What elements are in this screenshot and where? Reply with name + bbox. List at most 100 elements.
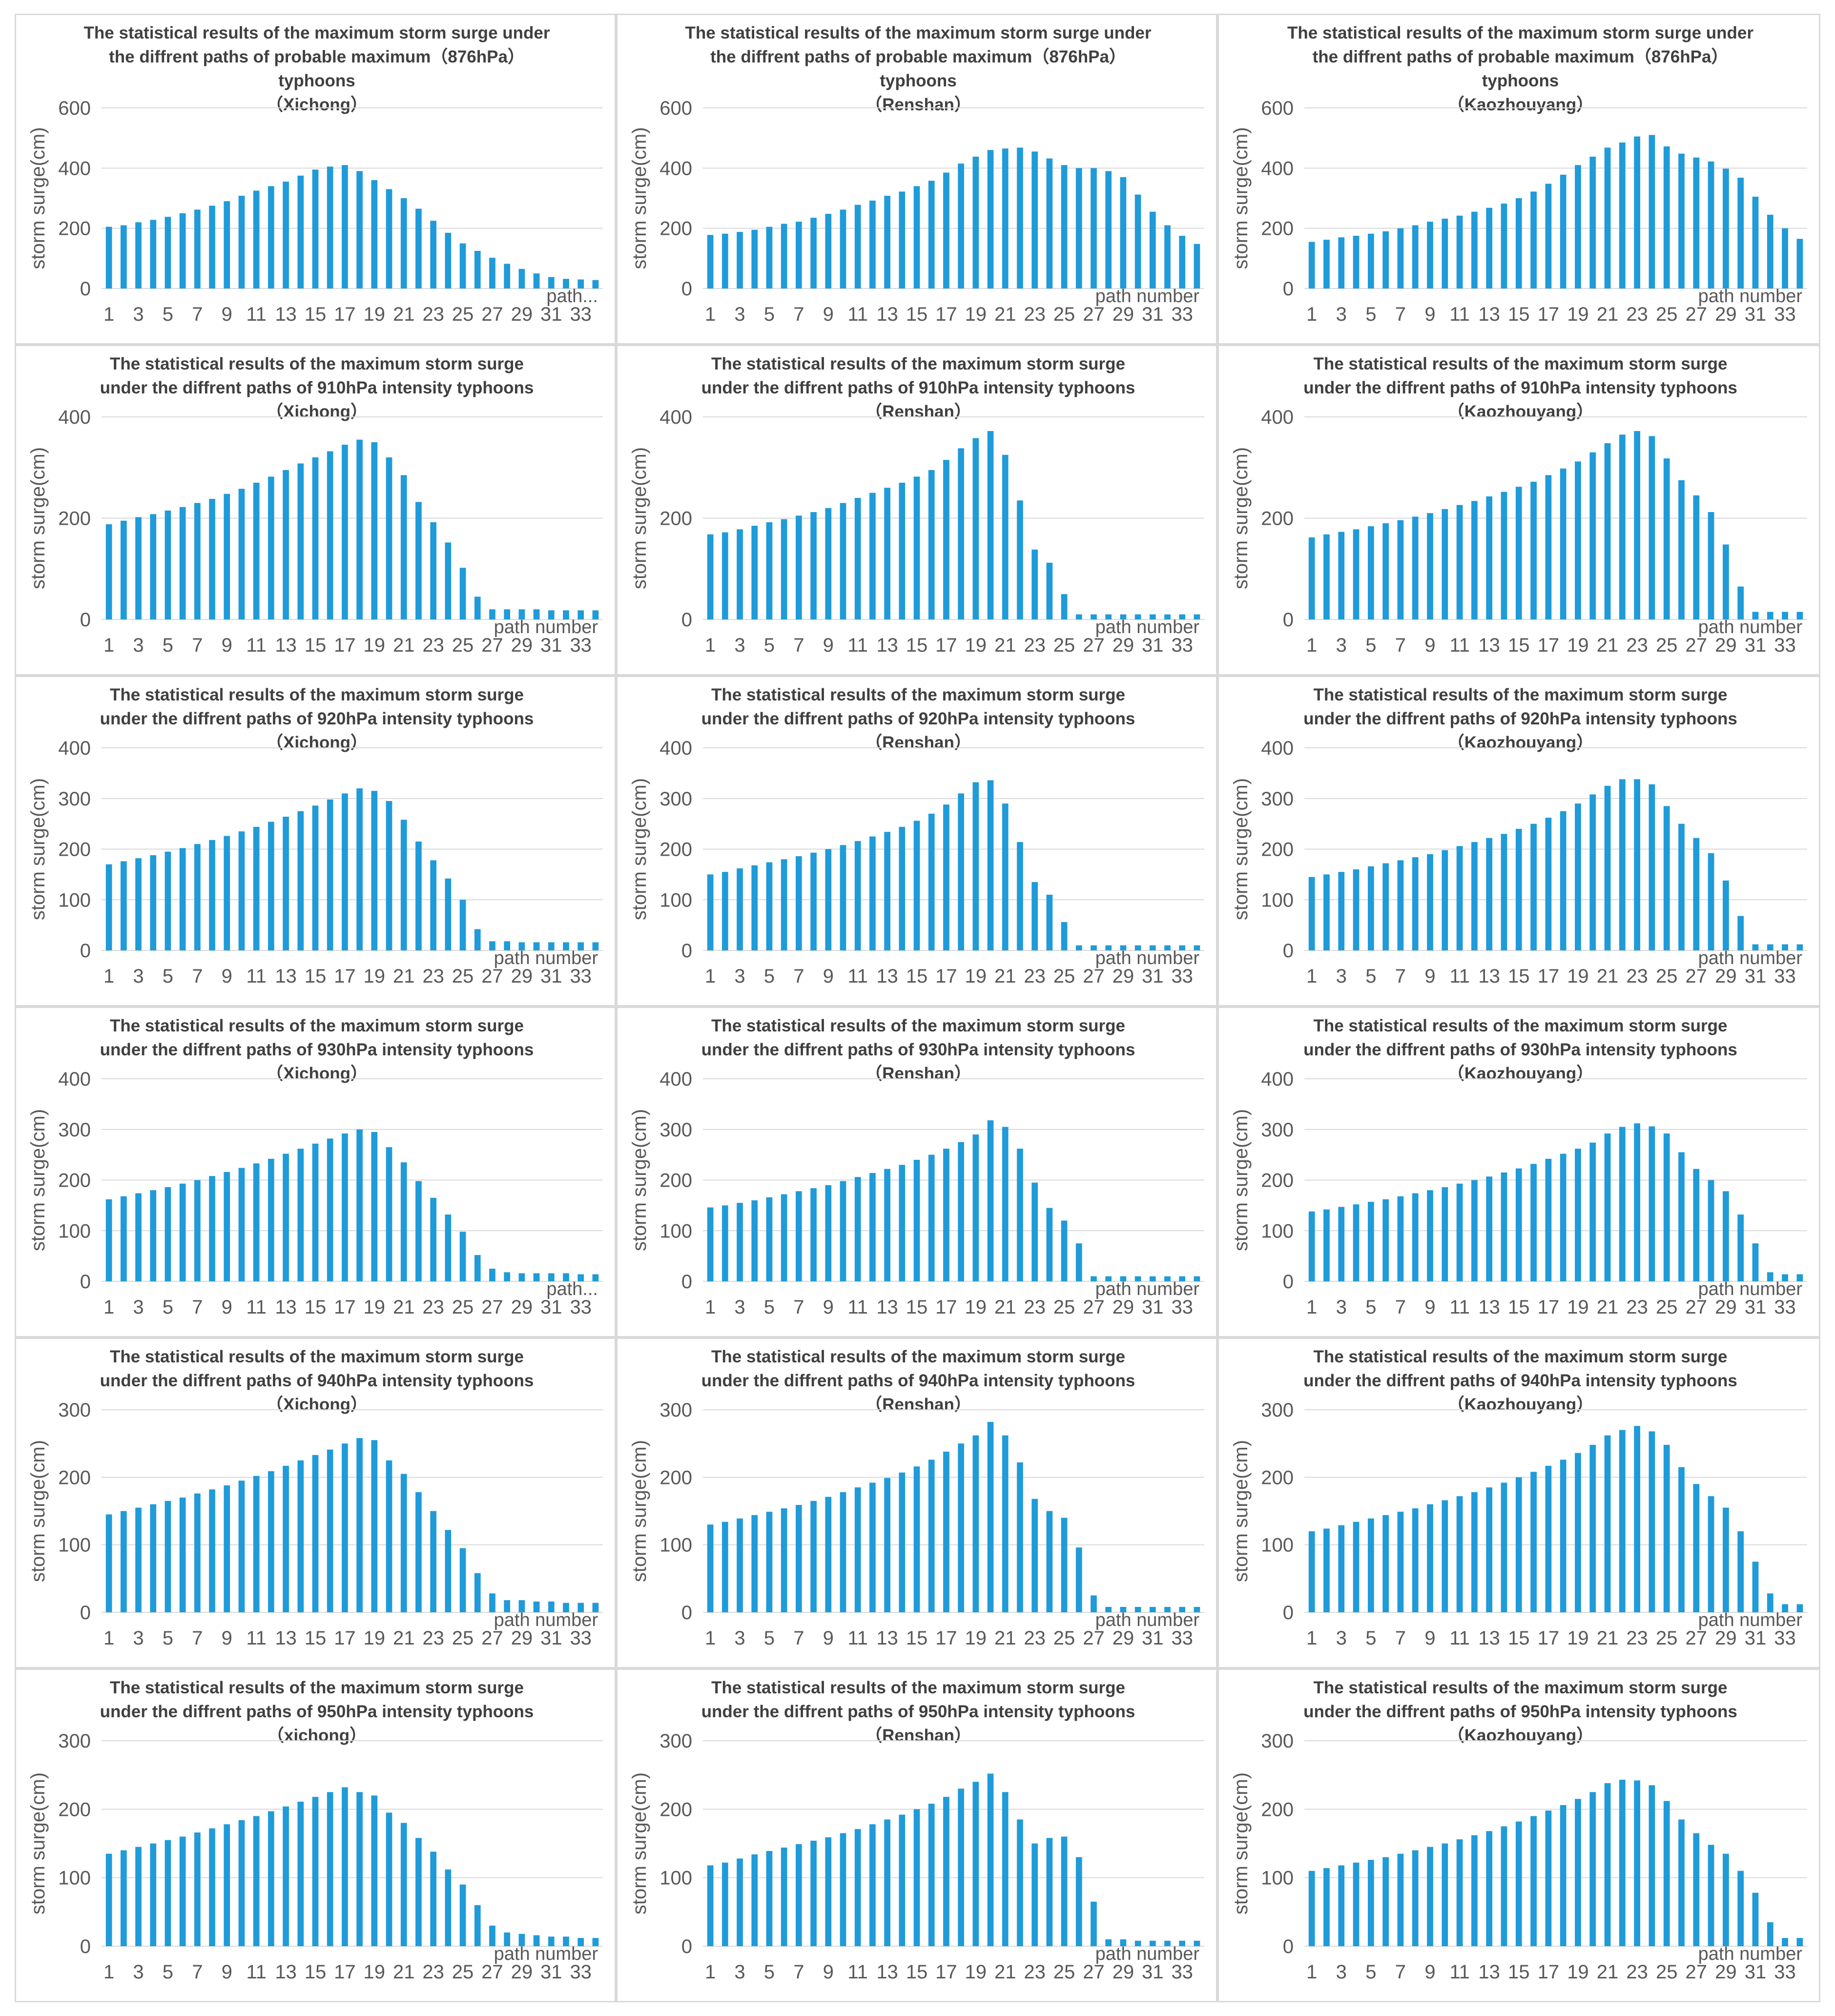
bar [840,1181,846,1281]
bar [1604,1133,1611,1281]
x-tick-label: 17 [334,1961,356,1983]
bar [342,1443,348,1612]
bar [987,1120,994,1281]
x-tick-label: 33 [570,635,592,656]
y-tick-label: 100 [660,1220,692,1242]
chart-title-line: （Renshan） [865,1395,971,1414]
chart-title-line: （Xichong） [266,1064,368,1083]
bar [489,1269,495,1281]
bar [1149,1940,1156,1946]
x-tick-label: 15 [305,966,327,987]
y-tick-label: 0 [681,940,692,962]
bar [1634,136,1640,288]
bar-chart: The statistical results of the maximum s… [27,1016,603,1318]
x-tick-label: 3 [1336,966,1347,987]
chart-panel-14: The statistical results of the maximum s… [616,1337,1217,1668]
x-tick-label: 19 [1567,1296,1589,1318]
bar [1075,168,1082,288]
bar [268,186,274,288]
x-tick-label: 5 [163,1627,173,1649]
bar [707,1524,714,1612]
x-tick-label: 23 [422,1961,444,1983]
bar [105,1853,112,1946]
x-tick-label: 7 [1395,1961,1406,1983]
x-tick-label: 1 [705,966,716,987]
bar [430,522,436,619]
x-tick-label: 17 [935,635,957,656]
x-tick-label: 19 [965,1296,987,1318]
x-axis-label: path... [546,286,598,307]
x-tick-label: 21 [393,1627,415,1649]
x-tick-label: 25 [1656,1296,1678,1318]
bar [1456,505,1463,619]
chart-panel-17: The statistical results of the maximum s… [616,1668,1217,2002]
bar [1442,509,1448,619]
bar [1723,1507,1729,1612]
x-tick-label: 9 [222,1627,232,1649]
bar [1308,537,1315,619]
x-tick-label: 7 [1395,635,1406,656]
bar [1105,1939,1112,1946]
bar [1752,1893,1759,1946]
bar [165,1187,171,1281]
x-tick-label: 15 [906,1627,928,1649]
bar [958,164,964,288]
x-tick-label: 21 [1597,1627,1619,1649]
bar [1501,204,1507,288]
bar [1575,165,1581,288]
x-tick-label: 21 [393,1296,415,1318]
bar [1545,1158,1552,1281]
bar-chart: The statistical results of the maximum s… [1230,354,1807,656]
bar [1752,944,1759,950]
bar [1708,1180,1714,1281]
x-tick-label: 21 [393,1961,415,1983]
x-tick-label: 9 [823,966,834,987]
chart-title-line: The statistical results of the maximum s… [1313,1678,1727,1697]
bar [987,780,994,950]
x-tick-label: 3 [133,1627,144,1649]
bar [1046,1838,1053,1946]
bar [209,206,215,288]
x-tick-label: 7 [1395,1627,1406,1649]
x-tick-label: 33 [1171,635,1193,656]
chart-title-line: （Kaozhouyang） [1447,1064,1593,1083]
y-tick-label: 400 [58,1069,91,1090]
bar [1575,1149,1581,1281]
x-tick-label: 29 [511,635,533,656]
bar [1796,1274,1803,1281]
bar [1456,215,1463,288]
chart-title-line: The statistical results of the maximum s… [1313,354,1727,373]
bar [928,1804,935,1946]
bar [445,1214,452,1281]
x-tick-label: 13 [1478,1296,1500,1318]
bar [869,200,876,288]
bar [342,165,348,288]
bar [1017,842,1023,950]
bar [1308,1871,1315,1946]
bar [1120,945,1127,950]
bar [238,196,245,288]
chart-title-line: （Kaozhouyang） [1447,95,1593,114]
bar [150,1190,157,1281]
x-tick-label: 31 [1745,304,1767,325]
bar [1486,1487,1493,1612]
chart-title-line: （Renshan） [865,733,971,752]
chart-title-line: The statistical results of the maximum s… [1313,685,1727,704]
y-tick-label: 200 [660,839,692,861]
bar [899,1165,906,1281]
x-tick-label: 33 [570,304,592,325]
bar [1796,239,1803,288]
x-tick-label: 15 [305,1627,327,1649]
x-tick-label: 3 [1336,1961,1347,1983]
bar [1663,146,1670,288]
x-tick-label: 33 [1171,1961,1193,1983]
bar [1737,1531,1744,1612]
bar [1367,1860,1374,1946]
x-tick-label: 7 [192,1961,203,1983]
y-tick-label: 200 [58,1467,91,1488]
x-tick-label: 23 [422,304,444,325]
x-tick-label: 17 [1538,1961,1560,1983]
x-tick-label: 11 [246,1961,267,1983]
chart-title-line: （Renshan） [865,95,971,114]
bar [825,1185,832,1281]
